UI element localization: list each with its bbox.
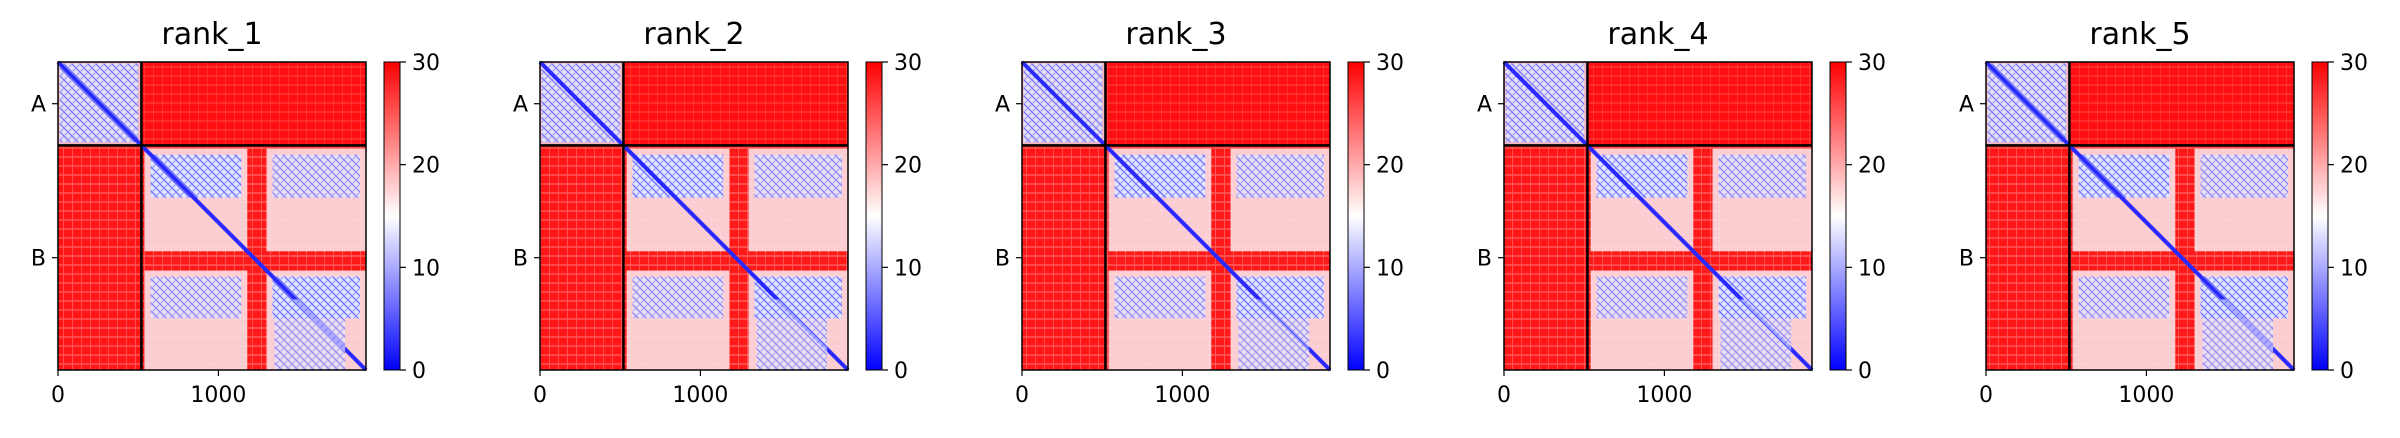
chain-b-subdomain — [1236, 154, 1324, 198]
plot-frame — [1985, 61, 2295, 371]
chain-b-subdomain — [150, 276, 242, 319]
x-tick-label: 1000 — [2118, 383, 2174, 408]
plot-frame — [1503, 61, 1813, 371]
interchain-block — [141, 62, 366, 146]
chain-b-subdomain — [754, 154, 842, 198]
colorbar-tick-label: 30 — [894, 51, 922, 76]
plot-frame — [57, 61, 367, 371]
y-tick-label: B — [513, 247, 528, 272]
colorbar-tick-label: 0 — [412, 359, 426, 384]
x-tick-label: 1000 — [1154, 383, 1210, 408]
colorbar — [2311, 61, 2329, 371]
y-tick-label: B — [1959, 247, 1974, 272]
y-tick-label: A — [31, 93, 46, 118]
y-tick-label: B — [995, 247, 1010, 272]
x-tick-label: 1000 — [1636, 383, 1692, 408]
chain-b-subdomain — [2200, 154, 2288, 198]
colorbar-tick-label: 10 — [894, 256, 922, 281]
panel-title: rank_5 — [2089, 17, 2190, 52]
panel-rank_5: rank_5 A B 0 1000 0 10 20 30 — [1959, 17, 2368, 408]
y-tick-label: A — [1959, 93, 1974, 118]
chain-b-subdomain — [1596, 154, 1688, 198]
colorbar-tick-label: 10 — [2340, 256, 2368, 281]
plot-frame — [1021, 61, 1331, 371]
chain-b-subdomain — [2078, 154, 2170, 198]
colorbar-tick-label: 10 — [1858, 256, 1886, 281]
chain-b-subdomain — [1718, 154, 1806, 198]
x-tick-label: 0 — [533, 383, 547, 408]
colorbar-tick-label: 20 — [412, 154, 440, 179]
plot-frame — [539, 61, 849, 371]
chain-b-subdomain — [2078, 276, 2170, 319]
chain-b-subdomain — [150, 154, 242, 198]
y-tick-label: B — [1477, 247, 1492, 272]
interchain-block — [623, 62, 848, 146]
panel-rank_4: rank_4 A B 0 1000 0 10 20 30 — [1477, 17, 1886, 408]
colorbar-tick-label: 30 — [1376, 51, 1404, 76]
x-tick-label: 1000 — [190, 383, 246, 408]
x-tick-label: 0 — [1979, 383, 1993, 408]
chain-b-core — [1720, 299, 1792, 370]
interchain-block — [2069, 62, 2294, 146]
chain-b-subdomain — [1114, 276, 1206, 319]
panel-rank_3: rank_3 A B 0 1000 0 10 20 30 — [995, 17, 1404, 408]
chain-b-core — [756, 299, 828, 370]
interchain-block — [1105, 62, 1330, 146]
interchain-block — [1504, 145, 1588, 370]
colorbar — [865, 61, 883, 371]
colorbar-tick-label: 20 — [894, 154, 922, 179]
panel-title: rank_3 — [1125, 17, 1226, 52]
panel-title: rank_1 — [161, 17, 262, 52]
chain-b-subdomain — [1596, 276, 1688, 319]
chain-b-core — [1238, 299, 1310, 370]
chain-b-subdomain — [632, 276, 724, 319]
colorbar-tick-label: 20 — [2340, 154, 2368, 179]
y-tick-label: B — [31, 247, 46, 272]
chain-b-core — [2202, 299, 2274, 370]
colorbar-tick-label: 20 — [1858, 154, 1886, 179]
chain-b-core — [274, 299, 346, 370]
chain-b-subdomain — [632, 154, 724, 198]
y-tick-label: A — [513, 93, 528, 118]
y-tick-label: A — [995, 93, 1010, 118]
interchain-block — [1022, 145, 1106, 370]
colorbar-tick-label: 0 — [894, 359, 908, 384]
colorbar-tick-label: 0 — [2340, 359, 2354, 384]
x-tick-label: 0 — [51, 383, 65, 408]
x-tick-label: 0 — [1497, 383, 1511, 408]
interchain-block — [540, 145, 624, 370]
colorbar — [1829, 61, 1847, 371]
colorbar-tick-label: 30 — [412, 51, 440, 76]
colorbar-tick-label: 20 — [1376, 154, 1404, 179]
colorbar-tick-label: 0 — [1858, 359, 1872, 384]
colorbar — [383, 61, 401, 371]
y-tick-label: A — [1477, 93, 1492, 118]
chain-b-subdomain — [1114, 154, 1206, 198]
colorbar-tick-label: 0 — [1376, 359, 1390, 384]
colorbar — [1347, 61, 1365, 371]
interchain-block — [58, 145, 142, 370]
panel-rank_1: rank_1 A B 0 1000 0 10 20 30 — [31, 17, 440, 408]
colorbar-tick-label: 30 — [2340, 51, 2368, 76]
interchain-block — [1587, 62, 1812, 146]
panel-title: rank_4 — [1607, 17, 1708, 52]
x-tick-label: 1000 — [672, 383, 728, 408]
interchain-block — [1986, 145, 2070, 370]
colorbar-tick-label: 10 — [412, 256, 440, 281]
panel-title: rank_2 — [643, 17, 744, 52]
colorbar-tick-label: 10 — [1376, 256, 1404, 281]
chain-b-subdomain — [272, 154, 360, 198]
colorbar-tick-label: 30 — [1858, 51, 1886, 76]
panel-rank_2: rank_2 A B 0 1000 0 10 20 30 — [513, 17, 922, 408]
x-tick-label: 0 — [1015, 383, 1029, 408]
